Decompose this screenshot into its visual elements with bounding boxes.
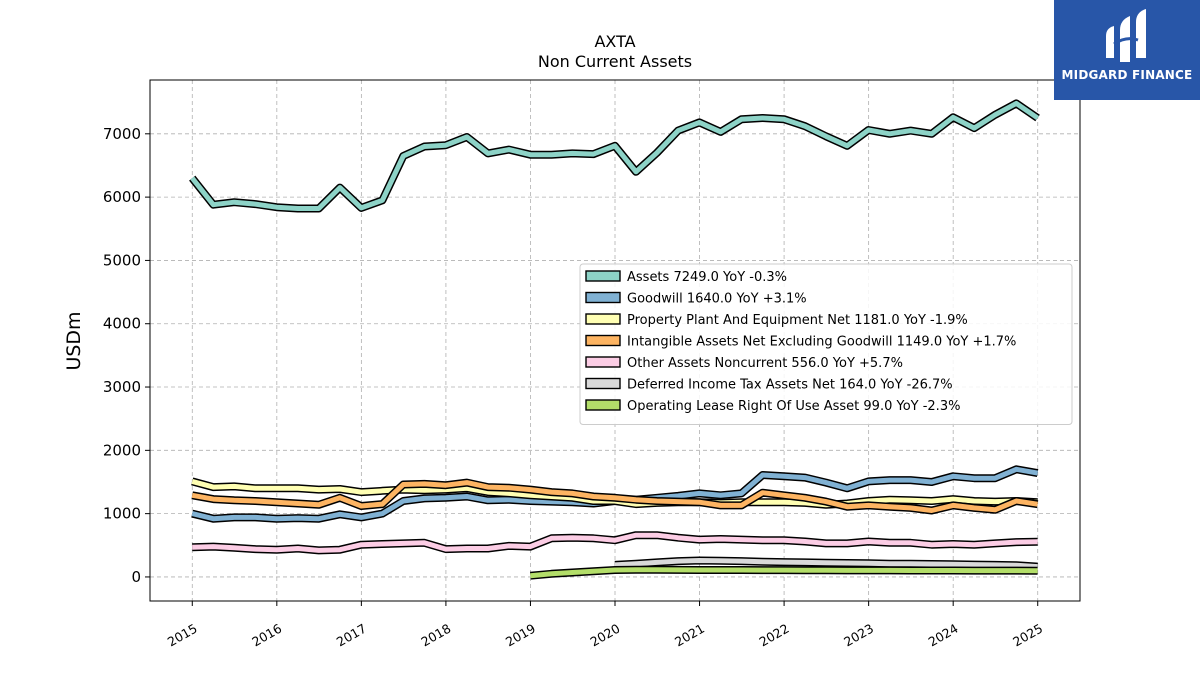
legend-label: Assets 7249.0 YoY -0.3% (627, 270, 787, 285)
y-tick-label: 3000 (103, 378, 141, 396)
series-line-6 (530, 567, 1038, 579)
legend-label: Property Plant And Equipment Net 1181.0 … (627, 313, 968, 328)
legend-swatch (585, 291, 621, 304)
legend-swatch (585, 313, 621, 325)
y-tick-label: 2000 (103, 441, 141, 459)
legend-label: Deferred Income Tax Assets Net 164.0 YoY… (627, 378, 953, 393)
y-tick-label: 6000 (103, 188, 141, 206)
series-line-3 (191, 480, 1038, 513)
legend-swatch (585, 399, 621, 411)
series-lines (189, 99, 1040, 580)
y-tick-label: 7000 (103, 125, 141, 143)
series-line-5 (614, 558, 1038, 570)
brand-logo: MIDGARD FINANCE (1054, 0, 1200, 100)
y-axis-label: USDm (63, 311, 85, 370)
legend-swatch (585, 356, 621, 368)
y-tick-label: 0 (131, 568, 141, 586)
y-tick-label: 1000 (103, 505, 141, 523)
logo-text: MIDGARD FINANCE (1061, 68, 1193, 82)
series-line-4 (192, 532, 1038, 553)
legend-label: Operating Lease Right Of Use Asset 99.0 … (627, 399, 960, 414)
legend-label: Intangible Assets Net Excluding Goodwill… (627, 335, 1016, 350)
y-axis: 0 1000 2000 3000 4000 5000 6000 7000 (103, 125, 150, 586)
legend-label: Other Assets Noncurrent 556.0 YoY +5.7% (627, 356, 903, 371)
chart-subtitle: Non Current Assets (538, 52, 692, 71)
legend-swatch (585, 334, 621, 347)
legend-swatch (585, 377, 621, 390)
legend-label: Goodwill 1640.0 YoY +3.1% (627, 292, 807, 307)
legend: Assets 7249.0 YoY -0.3% Goodwill 1640.0 Y… (579, 263, 1073, 425)
series-line-0 (190, 100, 1040, 211)
logo-mark-icon (1106, 9, 1146, 62)
y-tick-label: 5000 (103, 251, 141, 269)
legend-box (579, 263, 1073, 425)
y-tick-label: 4000 (103, 315, 141, 333)
legend-swatch (585, 270, 621, 282)
chart-title: AXTA (594, 32, 635, 51)
